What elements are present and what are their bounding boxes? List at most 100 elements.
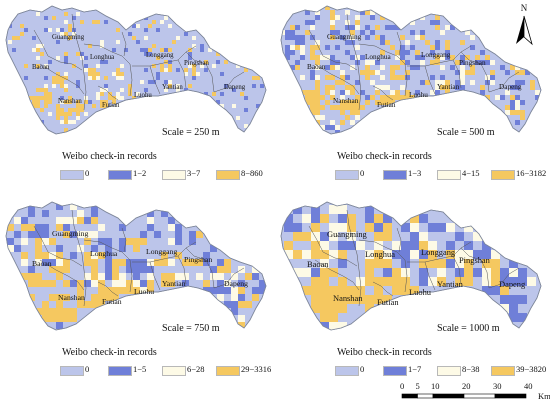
district-boundary bbox=[424, 261, 436, 291]
district-boundary bbox=[33, 29, 83, 71]
district-label-yantian: Yantian bbox=[162, 279, 186, 289]
legend-swatch bbox=[216, 366, 240, 376]
district-label-nanshan: Nanshan bbox=[58, 293, 85, 303]
scale-bar: 0 5 10 20 30 40 Km bbox=[398, 382, 550, 404]
scale-text: Scale = 1000 m bbox=[437, 323, 500, 334]
scale-bar-tick-label: 20 bbox=[462, 381, 471, 391]
district-label-futian: Futian bbox=[377, 296, 399, 307]
district-boundary bbox=[424, 65, 436, 95]
district-label-guangming: Guangming bbox=[52, 33, 85, 41]
legend-label: 1−3 bbox=[408, 168, 422, 178]
legend-label: 3−7 bbox=[187, 168, 201, 178]
legend-label: 0 bbox=[85, 364, 90, 374]
district-boundary bbox=[149, 65, 161, 95]
legend-swatch bbox=[437, 170, 461, 180]
district-label-longhua: Longhua bbox=[90, 249, 118, 259]
district-label-pingshan: Pingshan bbox=[184, 255, 213, 265]
district-label-longgang: Longgang bbox=[421, 51, 451, 60]
district-boundary bbox=[314, 259, 360, 291]
legend-title: Weibo check-in records bbox=[62, 347, 157, 358]
district-boundary bbox=[177, 59, 187, 89]
legend-label: 8−860 bbox=[241, 168, 263, 178]
district-label-nanshan: Nanshan bbox=[58, 97, 82, 105]
grid-cells bbox=[7, 203, 266, 329]
scale-text: Scale = 250 m bbox=[162, 127, 220, 138]
legend-label: 4−15 bbox=[462, 168, 480, 178]
district-boundary bbox=[346, 13, 362, 111]
map-panel-750m: Guangming Longhua Baoan Longgang Pingshan Nan… bbox=[0, 196, 275, 398]
district-label-dapeng: Dapeng bbox=[499, 83, 522, 92]
district-boundary bbox=[177, 255, 187, 285]
district-boundary bbox=[314, 63, 360, 95]
grid-cells bbox=[284, 205, 536, 330]
district-boundary bbox=[308, 225, 358, 267]
district-label-luohu: Luohu bbox=[409, 91, 428, 100]
legend-label: 29−3316 bbox=[241, 364, 272, 374]
legend-label: 0 bbox=[360, 364, 365, 374]
district-boundary bbox=[33, 225, 83, 267]
scale-bar-tick-label: 40 bbox=[524, 381, 533, 391]
district-label-yantian: Yantian bbox=[437, 83, 460, 92]
district-boundary bbox=[372, 281, 394, 297]
district-boundary bbox=[396, 227, 402, 253]
legend: 0 1−3 4−15 16−3182 bbox=[335, 168, 547, 180]
legend: 0 1−5 6−28 29−3316 bbox=[60, 364, 272, 376]
legend-swatch bbox=[60, 366, 84, 376]
district-label-baoan: Baoan bbox=[307, 63, 326, 72]
scale-bar-segment bbox=[417, 393, 434, 399]
district-label-futian: Futian bbox=[102, 297, 122, 307]
district-boundary bbox=[71, 209, 87, 307]
district-boundary bbox=[396, 31, 402, 57]
district-boundary bbox=[213, 267, 245, 289]
district-label-luohu: Luohu bbox=[134, 91, 152, 99]
district-label-yantian: Yantian bbox=[437, 278, 463, 289]
district-label-dapeng: Dapeng bbox=[499, 278, 526, 289]
district-boundary bbox=[372, 85, 394, 101]
district-boundary bbox=[488, 71, 520, 93]
district-boundary bbox=[97, 281, 119, 297]
legend-swatch bbox=[60, 170, 84, 180]
district-boundary bbox=[39, 63, 85, 95]
scale-bar-segment bbox=[432, 393, 465, 399]
district-label-futian: Futian bbox=[102, 101, 120, 109]
district-label-longgang: Longgang bbox=[421, 246, 456, 257]
legend-swatch bbox=[335, 366, 359, 376]
district-boundary bbox=[358, 43, 408, 97]
district-boundary bbox=[407, 241, 472, 263]
shenzhen-map-250m bbox=[5, 5, 267, 135]
district-label-longgang: Longgang bbox=[146, 247, 178, 257]
legend-label: 0 bbox=[85, 168, 90, 178]
legend-swatch bbox=[383, 366, 407, 376]
district-boundary bbox=[346, 209, 362, 307]
legend: 0 1−2 3−7 8−860 bbox=[60, 168, 272, 180]
scale-bar-tick-label: 5 bbox=[415, 381, 420, 391]
scale-bar-segment bbox=[463, 393, 496, 399]
district-label-longhua: Longhua bbox=[365, 53, 391, 62]
district-boundary bbox=[185, 247, 215, 289]
legend-swatch bbox=[335, 170, 359, 180]
district-boundary bbox=[358, 239, 408, 293]
district-label-yantian: Yantian bbox=[162, 83, 183, 91]
legend-title: Weibo check-in records bbox=[62, 151, 157, 162]
legend-swatch bbox=[108, 366, 132, 376]
legend-swatch bbox=[108, 170, 132, 180]
scale-bar-tick-label: 10 bbox=[431, 381, 440, 391]
district-label-guangming: Guangming bbox=[327, 228, 367, 239]
district-label-dapeng: Dapeng bbox=[224, 279, 248, 289]
map-panel-500m: Guangming Longhua Baoan Longgang Pingshan Nan… bbox=[275, 0, 550, 202]
legend: 0 1−7 8−38 39−3820 bbox=[335, 364, 547, 376]
legend-label: 1−7 bbox=[408, 364, 422, 374]
north-arrow: N bbox=[510, 4, 538, 48]
district-boundary bbox=[121, 31, 127, 57]
district-boundary bbox=[39, 259, 85, 291]
district-label-nanshan: Nanshan bbox=[333, 292, 363, 303]
scale-bar-segment bbox=[494, 393, 527, 399]
district-label-nanshan: Nanshan bbox=[333, 97, 359, 106]
district-label-guangming: Guangming bbox=[52, 229, 89, 239]
district-boundary bbox=[213, 71, 245, 93]
district-label-longhua: Longhua bbox=[90, 53, 115, 61]
district-label-longhua: Longhua bbox=[365, 248, 395, 259]
legend-title: Weibo check-in records bbox=[337, 151, 432, 162]
district-label-dapeng: Dapeng bbox=[224, 83, 246, 91]
district-boundary bbox=[97, 85, 119, 101]
